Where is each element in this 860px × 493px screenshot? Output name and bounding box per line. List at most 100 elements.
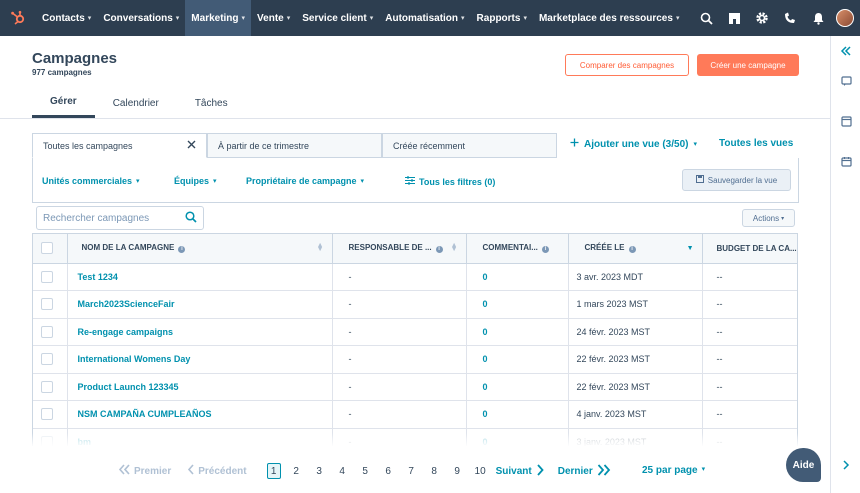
row-checkbox[interactable]: [41, 325, 53, 338]
comments-count-link[interactable]: 0: [466, 318, 569, 346]
help-button[interactable]: Aide: [786, 448, 821, 482]
column-header-created[interactable]: CRÉÉE LE i ▼: [568, 234, 703, 264]
campaign-owner-filter[interactable]: Propriétaire de campagne ▾: [246, 176, 364, 186]
search-campaigns-input[interactable]: Rechercher campagnes: [36, 206, 204, 230]
column-header-budget[interactable]: BUDGET DE LA CA...: [702, 234, 797, 264]
row-checkbox[interactable]: [41, 298, 53, 311]
page-number-button[interactable]: 7: [408, 465, 414, 477]
campaigns-table: NOM DE LA CAMPAGNE i ▲ ▼ RESPONSABLE DE ...…: [32, 233, 798, 446]
all-filters-button[interactable]: Tous les filtres (0): [405, 176, 495, 187]
tab-calendar[interactable]: Calendrier: [112, 97, 159, 109]
row-checkbox[interactable]: [41, 408, 53, 421]
first-page-button[interactable]: Premier: [118, 464, 171, 478]
comments-count-link[interactable]: 0: [466, 263, 569, 291]
search-icon[interactable]: [692, 0, 720, 36]
settings-gear-icon[interactable]: [748, 0, 776, 36]
nav-item-7[interactable]: Marketplace des ressources ▾: [533, 0, 685, 36]
hubspot-logo-icon[interactable]: [0, 0, 36, 36]
nav-item-6[interactable]: Rapports ▾: [471, 0, 533, 36]
business-units-label: Unités commerciales: [42, 176, 133, 186]
user-avatar[interactable]: [836, 9, 854, 27]
next-page-button[interactable]: Suivant: [496, 463, 544, 479]
row-checkbox[interactable]: [41, 353, 53, 366]
last-page-button[interactable]: Dernier: [558, 463, 611, 479]
column-header-comments[interactable]: COMMENTAI... i: [466, 234, 569, 264]
calendar-icon[interactable]: [831, 148, 860, 174]
actions-label: Actions: [752, 213, 780, 223]
close-view-icon[interactable]: [187, 140, 196, 151]
campaign-name-link[interactable]: Re-engage campaigns: [67, 318, 333, 346]
page-number-button[interactable]: 2: [293, 465, 299, 477]
page-number-button[interactable]: 3: [316, 465, 322, 477]
nav-item-1[interactable]: Conversations ▾: [97, 0, 185, 36]
campaign-owner-cell: -: [332, 290, 467, 319]
row-select-cell: [33, 263, 68, 291]
page-number-button[interactable]: 10: [474, 465, 486, 477]
page-number-button[interactable]: 4: [339, 465, 345, 477]
info-icon[interactable]: i: [628, 246, 636, 254]
previous-page-button[interactable]: Précédent: [187, 464, 247, 478]
page-number-button[interactable]: 5: [362, 465, 368, 477]
nav-item-0[interactable]: Contacts ▾: [36, 0, 97, 36]
search-icon[interactable]: [185, 210, 197, 226]
double-chevron-right-icon: [597, 463, 611, 479]
view-tab-all-campaigns[interactable]: Toutes les campagnes: [32, 133, 207, 158]
notifications-bell-icon[interactable]: [804, 0, 832, 36]
teams-filter[interactable]: Équipes ▾: [174, 176, 217, 186]
sort-arrows-icon[interactable]: ▲ ▼: [450, 242, 458, 254]
page-number-button[interactable]: 8: [431, 465, 437, 477]
view-tab-recently-created[interactable]: Créée récemment: [382, 133, 557, 158]
sort-arrows-icon[interactable]: ▲ ▼: [316, 242, 324, 254]
comments-count-link[interactable]: 0: [466, 373, 569, 401]
select-all-checkbox[interactable]: [41, 242, 53, 255]
campaign-name-link[interactable]: International Womens Day: [67, 345, 333, 374]
per-page-dropdown[interactable]: 25 par page ▾: [642, 465, 705, 476]
nav-item-5[interactable]: Automatisation ▾: [379, 0, 470, 36]
info-icon[interactable]: i: [435, 246, 443, 254]
page-number-button[interactable]: 9: [454, 465, 460, 477]
column-header-owner[interactable]: RESPONSABLE DE ... i ▲ ▼: [332, 234, 467, 264]
compare-campaigns-button[interactable]: Comparer des campagnes: [565, 54, 689, 76]
row-checkbox[interactable]: [41, 270, 53, 283]
all-views-link[interactable]: Toutes les vues: [719, 138, 794, 149]
expand-chevron-right-icon[interactable]: [831, 452, 860, 478]
chevron-right-icon: [536, 463, 544, 479]
nav-menu: Contacts ▾ Conversations ▾ Marketing ▾ Vente ▾ S…: [36, 0, 686, 36]
campaign-name-link[interactable]: Product Launch 123345: [67, 373, 333, 401]
nav-item-3[interactable]: Vente ▾: [251, 0, 296, 36]
tab-manage[interactable]: Gérer: [32, 88, 95, 118]
comments-count-link[interactable]: 0: [466, 400, 569, 429]
browser-window-icon[interactable]: [831, 108, 860, 134]
view-tab-this-quarter[interactable]: À partir de ce trimestre: [207, 133, 382, 158]
campaign-name-link[interactable]: March2023ScienceFair: [67, 290, 333, 319]
page-tabs: Gérer Calendrier Tâches: [32, 88, 246, 118]
actions-dropdown[interactable]: Actions ▾: [742, 209, 795, 227]
save-view-button[interactable]: Sauvegarder la vue: [682, 169, 791, 191]
comments-count-link[interactable]: 0: [466, 290, 569, 319]
per-page-label: 25 par page: [642, 465, 698, 476]
marketplace-icon[interactable]: [720, 0, 748, 36]
info-icon[interactable]: i: [541, 246, 549, 254]
create-campaign-button[interactable]: Créer une campagne: [697, 54, 799, 76]
business-units-filter[interactable]: Unités commerciales ▾: [42, 176, 140, 186]
chevron-down-icon: ▾: [675, 15, 680, 22]
page-number-button[interactable]: 1: [266, 463, 281, 479]
info-icon[interactable]: i: [178, 246, 186, 254]
add-view-button[interactable]: Ajouter une vue (3/50) ▾: [570, 138, 697, 150]
campaign-name-link[interactable]: NSM CAMPAÑA CUMPLEAÑOS: [67, 400, 333, 429]
comments-count-link[interactable]: 0: [466, 345, 569, 374]
nav-item-4[interactable]: Service client ▾: [296, 0, 379, 36]
calling-phone-icon[interactable]: [776, 0, 804, 36]
chat-bubble-icon[interactable]: [831, 68, 860, 94]
chevron-down-icon: ▾: [136, 178, 140, 185]
sort-descending-icon[interactable]: ▼: [686, 244, 694, 252]
page-number-button[interactable]: 6: [385, 465, 391, 477]
nav-item-2[interactable]: Marketing ▾: [185, 0, 252, 36]
row-checkbox[interactable]: [41, 380, 53, 393]
save-floppy-icon: [695, 175, 704, 185]
column-header-name[interactable]: NOM DE LA CAMPAGNE i ▲ ▼: [67, 234, 333, 264]
tab-tasks[interactable]: Tâches: [194, 97, 228, 109]
collapse-double-chevron-icon[interactable]: [831, 38, 860, 64]
campaign-name-link[interactable]: Test 1234: [67, 263, 333, 291]
nav-item-8[interactable]: Partenaires: [685, 0, 686, 36]
